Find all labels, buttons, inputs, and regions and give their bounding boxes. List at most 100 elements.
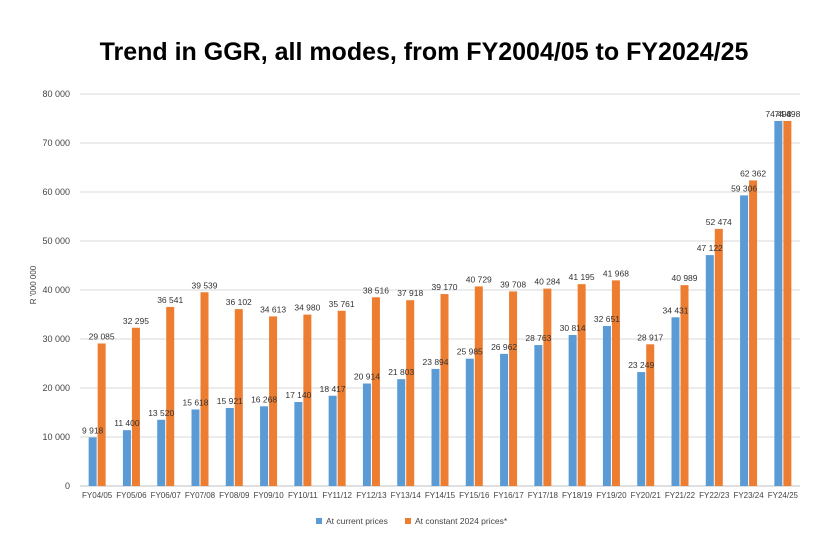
bar-current-prices [122, 430, 131, 486]
data-label-current: 13 520 [148, 408, 174, 418]
bar-current-prices [225, 407, 234, 486]
data-label-constant: 41 195 [569, 272, 595, 282]
bar-constant-prices [646, 344, 655, 486]
bar-current-prices [534, 345, 543, 486]
data-label-constant: 34 980 [294, 303, 320, 313]
data-label-current: 23 249 [628, 360, 654, 370]
data-label-current: 59 306 [731, 183, 757, 193]
bar-constant-prices [166, 306, 175, 486]
bar-constant-prices [131, 327, 140, 486]
x-tick-label: FY17/18 [528, 491, 559, 500]
data-label-current: 47 122 [697, 243, 723, 253]
bar-constant-prices [269, 316, 278, 486]
bar-current-prices [191, 409, 200, 486]
bars [88, 120, 792, 487]
x-tick-label: FY14/15 [425, 491, 456, 500]
bar-current-prices [500, 353, 509, 486]
y-axis-label: R '000 000 [29, 265, 38, 304]
x-tick-label: FY11/12 [322, 491, 352, 500]
x-tick-label: FY23/24 [733, 491, 764, 500]
x-tick-label: FY22/23 [699, 491, 730, 500]
data-label-current: 32 651 [594, 314, 620, 324]
y-axis: 0 10 000 20 000 30 000 40 000 50 000 60 000 70 … [42, 89, 70, 491]
y-tick-label: 20 000 [42, 383, 70, 393]
y-tick-label: 60 000 [42, 187, 70, 197]
bar-constant-prices [97, 343, 106, 486]
x-tick-label: FY21/22 [665, 491, 696, 500]
x-tick-label: FY15/16 [459, 491, 490, 500]
bar-constant-prices [440, 294, 449, 486]
bar-current-prices [671, 317, 680, 486]
data-label-constant: 74 498 [774, 109, 800, 119]
data-label-constant: 40 729 [466, 274, 492, 284]
data-label-current: 28 763 [525, 333, 551, 343]
data-label-constant: 29 085 [89, 331, 115, 341]
data-label-current: 17 140 [285, 390, 311, 400]
bar-constant-prices [200, 292, 209, 486]
y-tick-label: 0 [65, 481, 70, 491]
x-tick-label: FY08/09 [219, 491, 250, 500]
x-tick-label: FY09/10 [253, 491, 284, 500]
x-tick-label: FY05/06 [116, 491, 147, 500]
data-label-current: 18 417 [320, 384, 346, 394]
data-label-current: 9 918 [82, 425, 104, 435]
y-tick-label: 30 000 [42, 334, 70, 344]
bar-constant-prices [783, 120, 792, 486]
y-tick-label: 10 000 [42, 432, 70, 442]
data-label-constant: 62 362 [740, 168, 766, 178]
data-label-current: 74 498 [765, 109, 791, 119]
x-tick-label: FY12/13 [356, 491, 387, 500]
x-tick-label: FY04/05 [82, 491, 113, 500]
bar-current-prices [294, 402, 303, 486]
data-label-current: 11 400 [114, 418, 140, 428]
bar-constant-prices [611, 280, 620, 486]
bar-current-prices [705, 255, 714, 486]
bar-current-prices [328, 395, 337, 486]
data-label-constant: 36 541 [157, 295, 183, 305]
data-label-constant: 28 917 [637, 332, 663, 342]
data-label-constant: 38 516 [363, 285, 389, 295]
bar-constant-prices [509, 291, 518, 486]
bar-constant-prices [543, 288, 552, 486]
legend-label-constant: At constant 2024 prices* [415, 516, 508, 526]
data-label-current: 26 962 [491, 342, 517, 352]
bar-constant-prices [577, 284, 586, 486]
bar-current-prices [568, 335, 577, 486]
y-tick-label: 40 000 [42, 285, 70, 295]
x-tick-label: FY16/17 [493, 491, 524, 500]
x-tick-label: FY10/11 [288, 491, 318, 500]
gridlines [80, 93, 800, 487]
data-label-constant: 41 968 [603, 268, 629, 278]
x-tick-label: FY13/14 [391, 491, 422, 500]
data-label-constant: 34 613 [260, 304, 286, 314]
bar-current-prices [397, 379, 406, 486]
data-labels: 9 918 29 085 11 400 32 295 13 520 36 541 15 61… [82, 109, 801, 435]
x-tick-label: FY06/07 [151, 491, 182, 500]
data-label-constant: 52 474 [706, 217, 732, 227]
legend-label-current: At current prices [326, 516, 388, 526]
bar-constant-prices [303, 314, 312, 486]
bar-constant-prices [714, 228, 723, 487]
bar-constant-prices [337, 310, 346, 486]
data-label-current: 25 985 [457, 347, 483, 357]
x-axis: FY04/05 FY05/06 FY06/07 FY07/08 FY08/09 FY09/… [82, 491, 799, 500]
bar-constant-prices [474, 286, 483, 486]
bar-constant-prices [749, 180, 758, 486]
bar-current-prices [362, 383, 371, 486]
bar-current-prices [431, 368, 440, 486]
bar-current-prices [465, 358, 474, 486]
x-tick-label: FY19/20 [596, 491, 627, 500]
x-tick-label: FY18/19 [562, 491, 593, 500]
bar-current-prices [637, 372, 646, 486]
bar-current-prices [157, 419, 166, 486]
y-tick-label: 50 000 [42, 236, 70, 246]
data-label-current: 23 894 [423, 357, 449, 367]
data-label-constant: 39 539 [192, 280, 218, 290]
bar-current-prices [260, 406, 269, 486]
data-label-current: 30 814 [560, 323, 586, 333]
x-tick-label: FY07/08 [185, 491, 216, 500]
bar-current-prices [88, 437, 97, 486]
data-label-constant: 40 989 [672, 273, 698, 283]
data-label-constant: 36 102 [226, 297, 252, 307]
